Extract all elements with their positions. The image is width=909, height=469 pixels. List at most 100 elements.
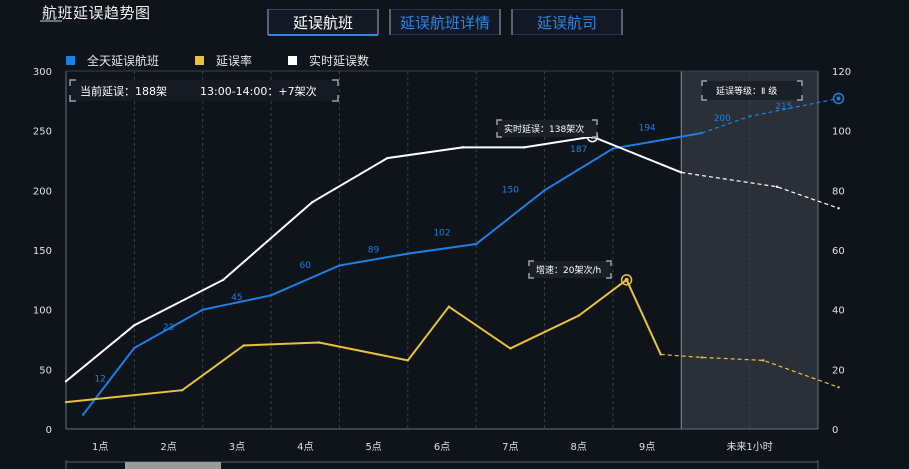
data-label: 60 [300,261,312,271]
zoom-scrollbar[interactable] [65,460,819,469]
y-right-tick-label: 60 [832,246,845,257]
speed-tooltip: 增速：20架次/h [528,260,612,279]
data-point[interactable] [748,115,751,118]
legend-swatch-flights [66,56,75,65]
series-line-flights [82,132,702,416]
x-tick-label: 9点 [639,441,655,453]
hour-delta-text: 13:00-14:00：+7架次 [200,84,317,98]
forecast-band [681,71,818,429]
tab-delayed-flights[interactable]: 延误航班 [267,9,379,36]
data-label: 45 [231,293,242,303]
data-point[interactable] [543,189,546,192]
scrollbar-thumb[interactable] [125,462,221,469]
data-point[interactable] [474,242,478,246]
data-label: 89 [368,245,380,255]
data-point[interactable] [181,389,184,392]
data-label: 12 [94,374,105,384]
data-point[interactable] [64,380,68,383]
legend-item-realtime[interactable]: 实时延误数 [288,52,369,69]
data-point[interactable] [461,146,464,149]
y-left-tick-label: 100 [33,306,52,317]
data-point[interactable] [222,278,225,282]
data-point[interactable] [242,344,245,347]
legend-label-realtime: 实时延误数 [309,54,370,68]
tab-delayed-flight-details[interactable]: 延误航班详情 [389,9,501,35]
series-line-rate [65,278,662,404]
highlight-marker[interactable] [620,274,633,286]
data-point[interactable] [269,294,273,297]
data-point[interactable] [310,201,314,204]
title-underline [40,20,62,22]
x-tick-label: 8点 [571,441,587,453]
current-delay-text: 当前延误：188架 [80,84,167,98]
legend: 全天延误航班 延误率 实时延误数 [66,52,405,69]
y-left-tick-label: 300 [33,67,52,78]
data-point[interactable] [447,305,451,308]
data-point[interactable] [509,347,512,350]
data-label: 200 [714,114,731,124]
realtime-tooltip: 实时延误：138架次 [496,119,598,138]
data-point[interactable] [659,353,662,356]
data-point[interactable] [837,207,840,210]
highlight-marker-dot [624,277,629,282]
data-point[interactable] [386,156,389,160]
data-point[interactable] [406,252,410,255]
x-tick-label: 4点 [297,441,313,453]
series-line-realtime-forecast [681,171,839,209]
data-point[interactable] [762,359,765,362]
highlight-marker[interactable] [832,92,845,105]
y-right-tick-label: 120 [832,67,851,78]
data-point[interactable] [201,308,204,311]
legend-label-flights: 全天延误航班 [87,54,160,68]
data-point[interactable] [406,359,410,362]
data-point[interactable] [700,356,703,359]
data-point[interactable] [577,314,580,317]
data-label: 194 [638,124,655,134]
y-left-tick-label: 150 [33,246,52,257]
data-point[interactable] [317,341,321,344]
legend-label-rate: 延误率 [216,54,253,68]
legend-swatch-realtime [288,56,298,65]
x-tick-label: 7点 [502,441,518,453]
data-point[interactable] [133,323,136,327]
x-tick-label: 1点 [92,441,108,453]
data-point[interactable] [775,185,779,188]
legend-item-flights[interactable]: 全天延误航班 [66,52,159,69]
data-label: 150 [502,186,519,196]
series-line-rate-forecast [660,353,839,388]
data-label: 23 [163,323,174,333]
data-point[interactable] [338,264,341,267]
y-right-tick-label: 0 [832,425,838,436]
data-point[interactable] [81,413,85,416]
x-tick-label: 6点 [434,441,450,453]
data-point[interactable] [680,171,683,174]
tab-delayed-airlines[interactable]: 延误航司 [511,9,623,35]
x-tick-label: 5点 [365,441,381,453]
y-left-tick-label: 200 [33,186,52,197]
data-point[interactable] [837,386,840,389]
data-point[interactable] [64,400,68,404]
page-title: 航班延误趋势图 [42,4,151,22]
data-point[interactable] [611,147,615,150]
y-right-tick-label: 100 [832,127,851,138]
y-left-tick-label: 0 [46,425,52,436]
x-tick-label: 2点 [160,441,176,453]
speed-tooltip-text: 增速：20架次/h [536,264,601,276]
delay-level-text: 延误等级：Ⅱ 级 [716,85,777,97]
delay-level-box: 延误等级：Ⅱ 级 [701,80,803,101]
data-point[interactable] [522,146,526,149]
y-right-tick-label: 40 [832,306,845,317]
x-tick-label: 3点 [229,441,245,453]
data-point[interactable] [700,131,703,135]
data-label: 102 [433,229,450,239]
legend-item-rate[interactable]: 延误率 [195,52,252,69]
y-left-tick-label: 50 [39,365,52,376]
data-label: 215 [775,102,792,112]
data-point[interactable] [133,346,136,350]
highlight-marker-dot [836,96,841,101]
realtime-tooltip-text: 实时延误：138架次 [504,123,584,135]
y-right-tick-label: 80 [832,186,845,197]
data-label: 187 [570,145,587,155]
